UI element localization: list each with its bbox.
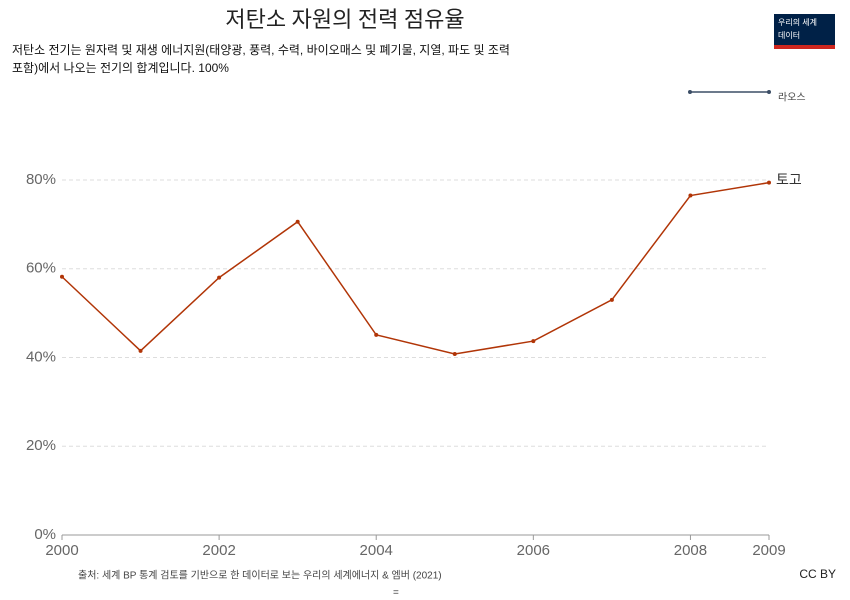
- point: [688, 193, 693, 198]
- series-line: [61, 181, 770, 355]
- y-tick-label: 0%: [34, 526, 56, 543]
- logo-text: 데이터: [778, 30, 800, 40]
- point: [609, 297, 614, 302]
- logo: [774, 14, 835, 48]
- point: [60, 274, 64, 279]
- x-tick-label: 2009: [752, 542, 785, 559]
- legend-dot: [688, 90, 692, 94]
- legend-dot: [767, 90, 771, 94]
- y-tick-label: 40%: [26, 348, 56, 365]
- point: [767, 180, 771, 185]
- point: [374, 332, 379, 337]
- license: CC BY: [799, 567, 836, 581]
- y-tick-label: 20%: [26, 437, 56, 454]
- legend-label: 라오스: [778, 92, 806, 104]
- source-mark: =: [393, 588, 399, 599]
- logo-bar: [774, 45, 835, 49]
- point: [531, 339, 536, 344]
- x-tick-label: 2006: [517, 542, 550, 559]
- point: [138, 348, 143, 353]
- x-tick-label: 2000: [45, 542, 78, 559]
- subtitle: 포함)에서 나오는 전기의 합계입니다. 100%: [12, 61, 229, 75]
- point: [452, 351, 457, 356]
- series-label: 토고: [776, 171, 802, 187]
- subtitle: 저탄소 전기는 원자력 및 재생 에너지원(태양광, 풍력, 수력, 바이오매스…: [12, 43, 510, 57]
- x-tick-label: 2008: [674, 542, 707, 559]
- source: 출처: 세계 BP 통계 검토를 기반으로 한 데이터로 보는 우리의 세계에너…: [78, 570, 442, 582]
- x-tick-label: 2004: [360, 542, 393, 559]
- chart-title: 저탄소 자원의 전력 점유율: [225, 7, 464, 32]
- point: [217, 275, 222, 280]
- x-tick-label: 2002: [202, 542, 235, 559]
- logo-text: 우리의 세계: [778, 17, 817, 27]
- y-tick-label: 80%: [26, 171, 56, 188]
- y-tick-label: 60%: [26, 260, 56, 277]
- point: [295, 219, 300, 224]
